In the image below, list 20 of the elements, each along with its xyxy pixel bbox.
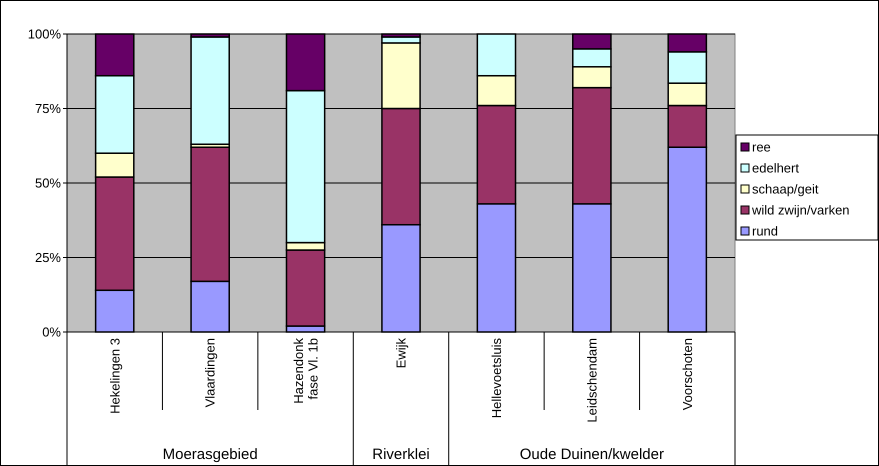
legend-label: schaap/geit <box>752 182 819 197</box>
legend-label: ree <box>752 140 771 155</box>
y-tick-label: 100% <box>28 26 62 42</box>
text: Riverklei <box>372 446 430 463</box>
text: Moerasgebied <box>162 446 258 463</box>
x-tick-label: Ewijk <box>394 338 409 368</box>
x-tick-label: Hellevoetsluis <box>488 338 504 418</box>
y-tick-label: 25% <box>34 250 62 266</box>
legend-label: rund <box>752 224 778 239</box>
x-tick-label: Vlaardingen <box>202 338 218 408</box>
y-tick-label: 0% <box>42 324 62 340</box>
legend-label: wild zwijn/varken <box>751 202 850 218</box>
x-tick-label: Hekelingen 3 <box>107 338 122 414</box>
y-tick-label: 50% <box>34 176 62 191</box>
x-tick-label: Hazendonk fase Vl. 1b <box>290 338 320 404</box>
x-tick-label: Voorschoten <box>680 338 695 410</box>
text: Oude Duinen/kwelder <box>520 446 664 463</box>
y-tick-label: 75% <box>34 101 62 116</box>
x-tick-label: Leidschendam <box>584 338 600 423</box>
legend-label: edelhert <box>752 160 800 176</box>
